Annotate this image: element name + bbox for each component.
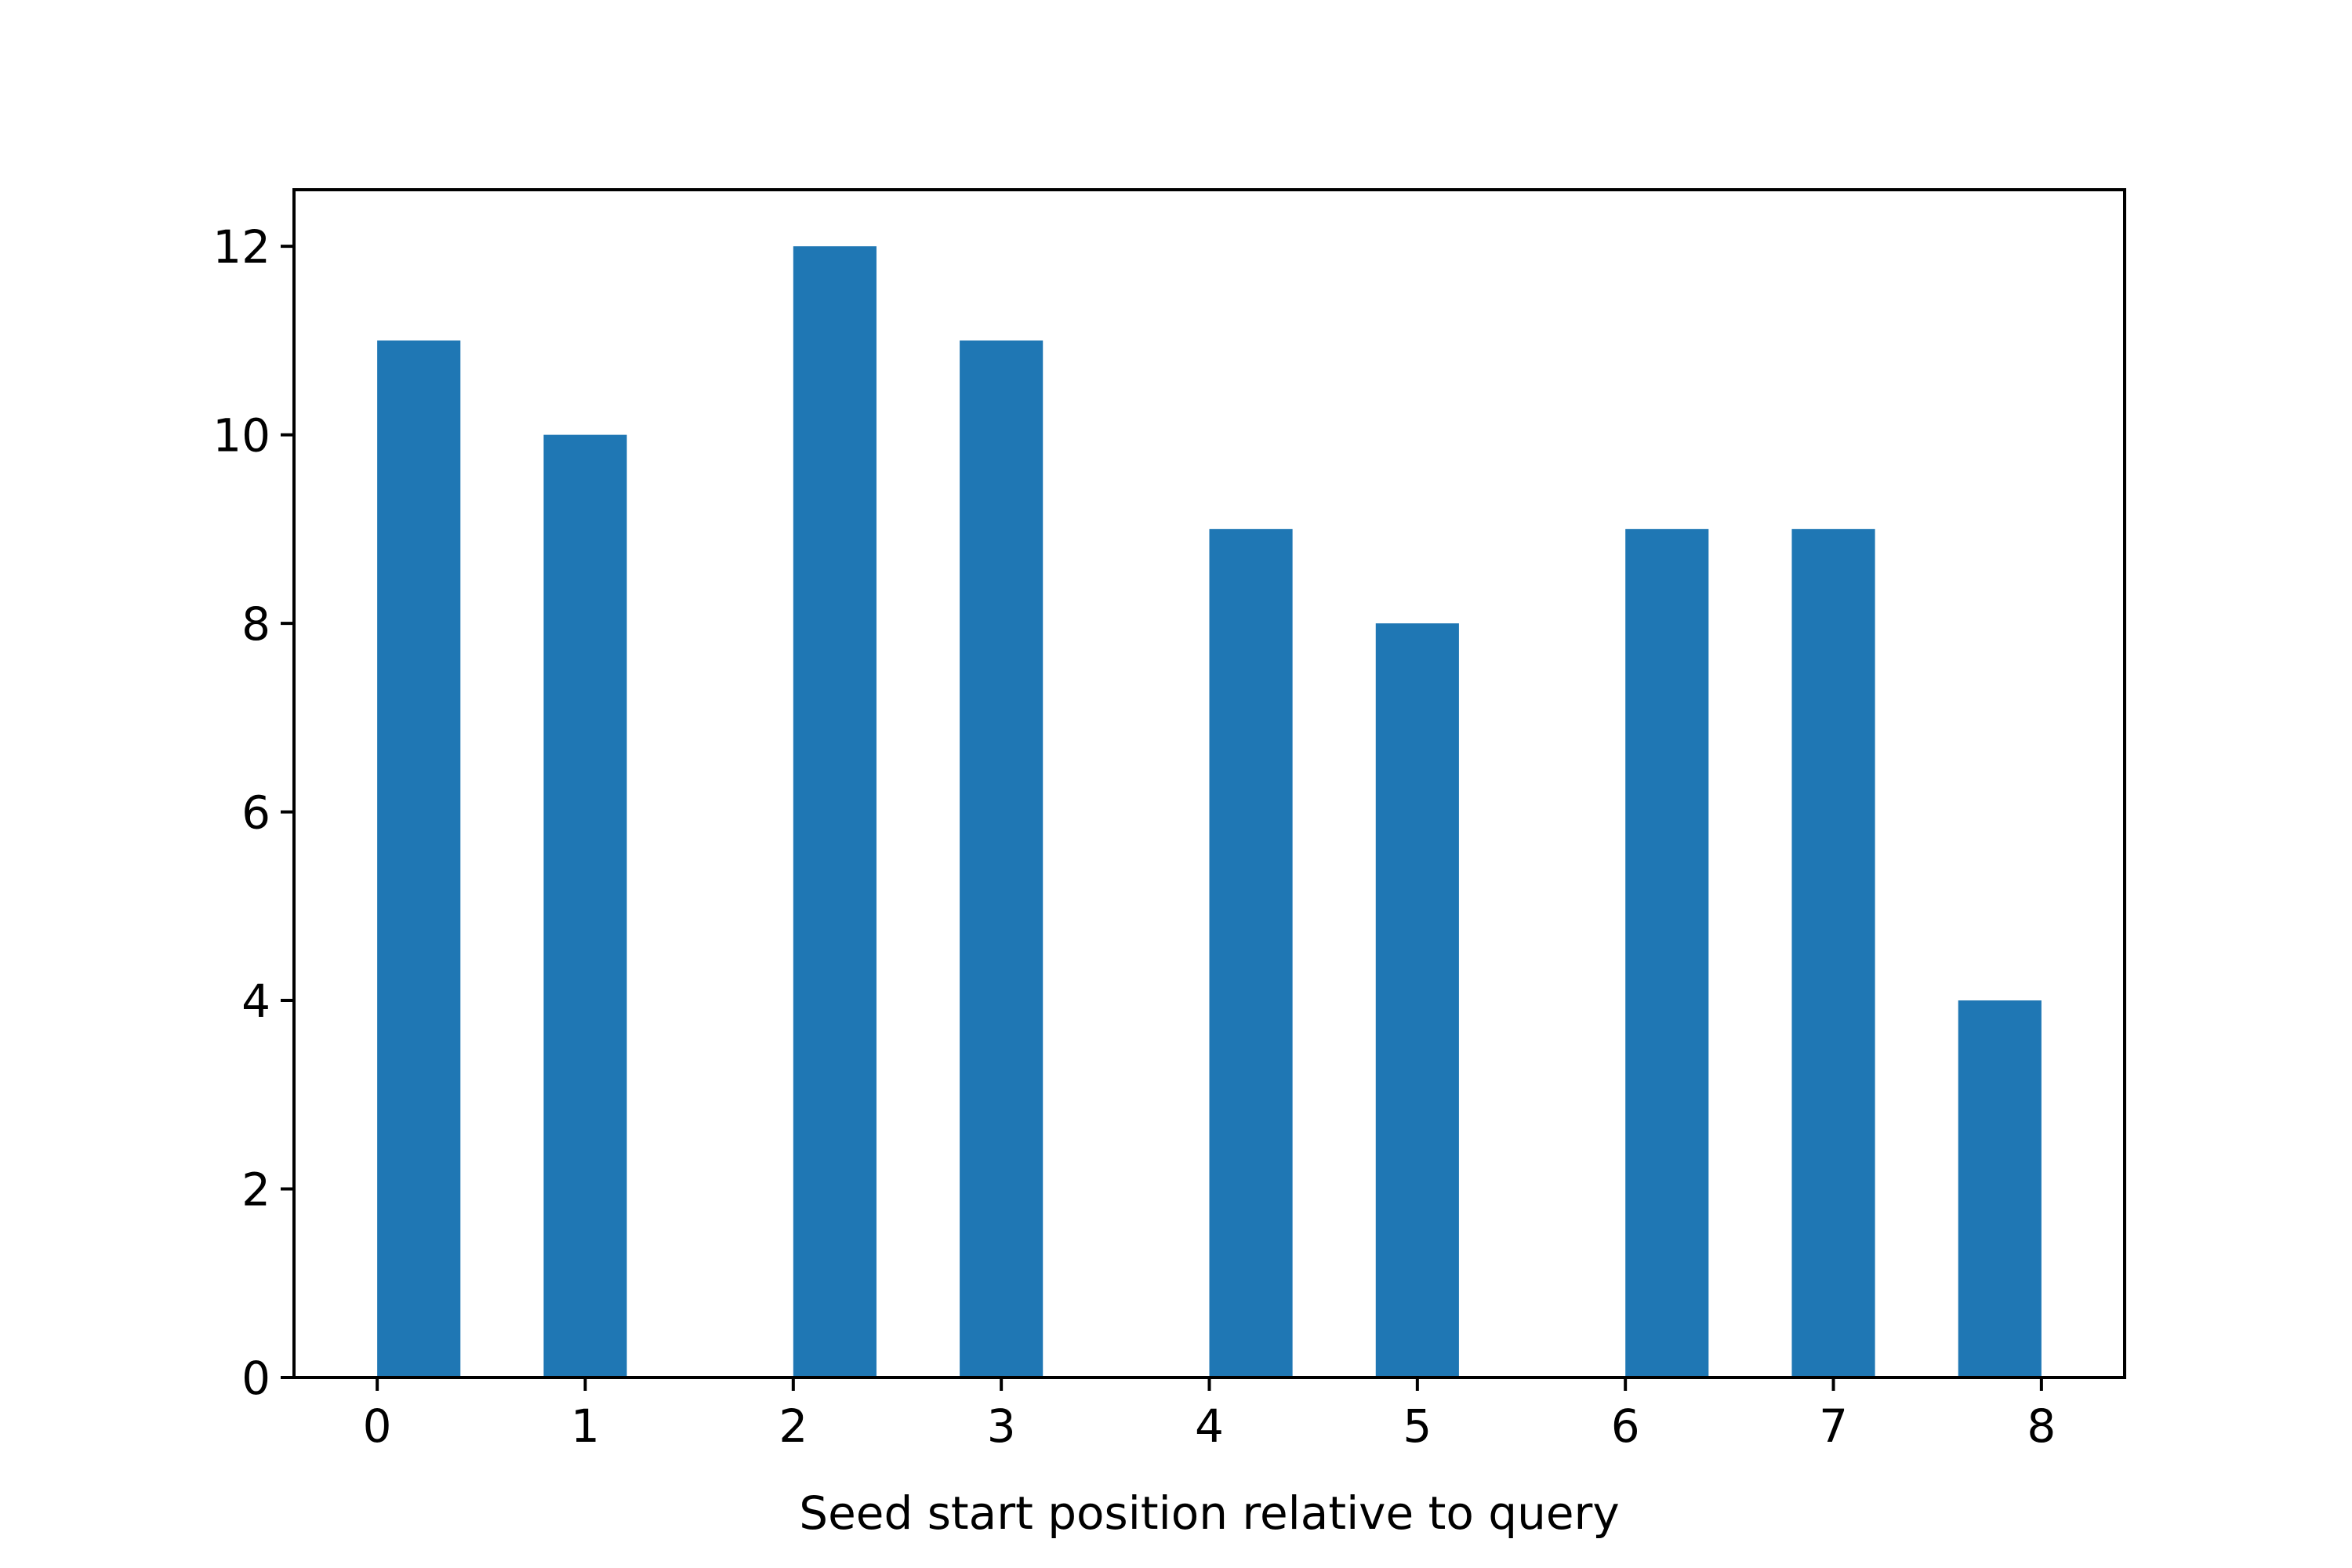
bar-6 [1625,528,1709,1377]
x-tick-label: 2 [779,1399,808,1453]
x-tick-label: 6 [1611,1399,1640,1453]
y-tick-label: 8 [241,597,270,651]
x-tick-label: 0 [363,1399,392,1453]
y-tick-label: 6 [241,786,270,840]
bar-5 [1375,623,1459,1377]
x-tick-label: 8 [2027,1399,2056,1453]
bar-0 [377,340,461,1377]
bars-layer [377,246,2042,1378]
bar-8 [1958,1000,2042,1377]
y-tick-label: 2 [241,1163,270,1217]
axes-frame [292,188,2126,1379]
y-tick-label: 0 [241,1352,270,1405]
bar-7 [1791,528,1875,1377]
bar-3 [960,340,1044,1377]
y-tick-label: 12 [212,220,270,274]
x-tick-label: 5 [1403,1399,1432,1453]
x-tick-label: 3 [987,1399,1016,1453]
y-tick-label: 4 [241,975,270,1028]
y-tick-label: 10 [212,409,270,463]
x-tick-label: 1 [571,1399,600,1453]
bar-4 [1209,528,1293,1377]
bar-1 [543,434,627,1377]
x-tick-label: 7 [1819,1399,1848,1453]
x-axis-label: Seed start position relative to query [799,1486,1619,1540]
x-tick-label: 4 [1195,1399,1224,1453]
bar-2 [793,246,877,1378]
